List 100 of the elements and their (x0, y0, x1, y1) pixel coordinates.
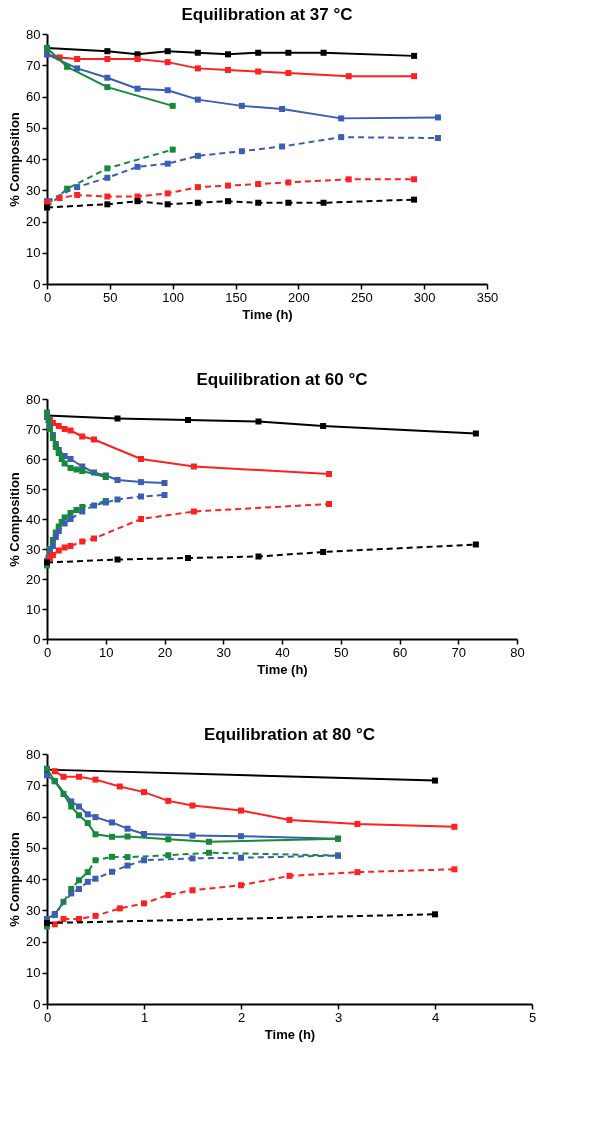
point (169, 102, 176, 109)
x-tick-label: 2 (237, 1009, 246, 1025)
y-tick-label: 80 (26, 746, 41, 762)
point (108, 833, 115, 840)
point (164, 48, 171, 55)
point (185, 417, 191, 423)
point (165, 891, 172, 898)
y-tick-label: 70 (26, 57, 41, 73)
point (189, 802, 196, 809)
point (472, 430, 479, 437)
point (104, 201, 111, 208)
point (189, 887, 196, 894)
point (320, 49, 327, 56)
point (79, 433, 86, 440)
point (238, 882, 244, 889)
point (84, 820, 91, 827)
point (320, 423, 327, 429)
point (286, 816, 293, 823)
y-tick-label: 30 (26, 182, 41, 198)
point (411, 176, 418, 183)
point (141, 857, 147, 864)
point (73, 466, 80, 473)
point (60, 791, 67, 797)
point (205, 838, 212, 845)
point (92, 857, 99, 864)
point (67, 543, 74, 549)
point (225, 66, 232, 73)
point (164, 160, 171, 167)
point (124, 833, 131, 840)
x-tick-label: 300 (413, 289, 436, 305)
y-tick-label: 10 (26, 245, 41, 261)
y-tick-label: 30 (26, 541, 41, 557)
point (76, 773, 83, 780)
point (84, 811, 91, 818)
point (124, 854, 131, 861)
y-tick-label: 80 (26, 391, 41, 407)
point (190, 508, 197, 515)
x-tick-label: 20 (157, 644, 173, 660)
y-tick-label: 40 (26, 151, 41, 167)
point (91, 436, 97, 443)
point (189, 855, 196, 862)
point (345, 176, 352, 183)
point (84, 878, 91, 885)
point (91, 535, 97, 542)
point (134, 163, 141, 170)
y-tick-label: 70 (26, 421, 41, 437)
point (411, 52, 418, 59)
point (108, 853, 115, 860)
point (61, 460, 68, 467)
x-axis-title: Time (h) (242, 306, 293, 322)
point (161, 492, 168, 498)
y-tick-label: 30 (26, 902, 41, 918)
point (472, 541, 479, 548)
point (164, 59, 171, 66)
point (185, 555, 191, 561)
y-tick-label: 0 (33, 276, 41, 292)
point (279, 143, 286, 150)
point (68, 803, 75, 810)
point (92, 875, 99, 882)
point (76, 877, 83, 884)
point (194, 184, 201, 191)
point (138, 479, 144, 486)
point (194, 65, 201, 72)
point (104, 165, 111, 172)
point (76, 812, 83, 819)
x-axis-title: Time (h) (257, 661, 308, 677)
y-tick-label: 0 (33, 631, 41, 647)
y-tick-label: 70 (26, 777, 41, 793)
point (141, 831, 147, 837)
point (194, 152, 201, 159)
point (104, 84, 111, 91)
point (285, 179, 292, 186)
point (55, 423, 62, 429)
x-tick-label: 200 (288, 289, 310, 305)
point (114, 556, 121, 563)
y-axis-title: % Composition (7, 112, 23, 207)
point (76, 886, 83, 892)
point (432, 911, 438, 918)
x-tick-label: 100 (162, 289, 185, 305)
point (238, 148, 245, 155)
point (354, 869, 361, 876)
x-tick-label: 3 (334, 1009, 343, 1025)
point (108, 868, 115, 875)
point (116, 783, 123, 790)
point (285, 70, 292, 77)
point (194, 96, 201, 103)
point (285, 49, 292, 56)
x-tick-label: 60 (392, 644, 408, 660)
point (92, 831, 99, 838)
y-tick-label: 50 (26, 481, 41, 497)
x-tick-label: 30 (216, 644, 231, 660)
point (164, 87, 171, 94)
x-tick-label: 80 (510, 644, 525, 660)
point (60, 773, 67, 780)
x-tick-label: 1 (140, 1009, 149, 1025)
point (92, 776, 99, 783)
y-tick-label: 50 (26, 120, 41, 136)
chart-title: Equilibration at 80 °C (203, 725, 376, 744)
point (74, 56, 81, 62)
point (74, 184, 81, 191)
